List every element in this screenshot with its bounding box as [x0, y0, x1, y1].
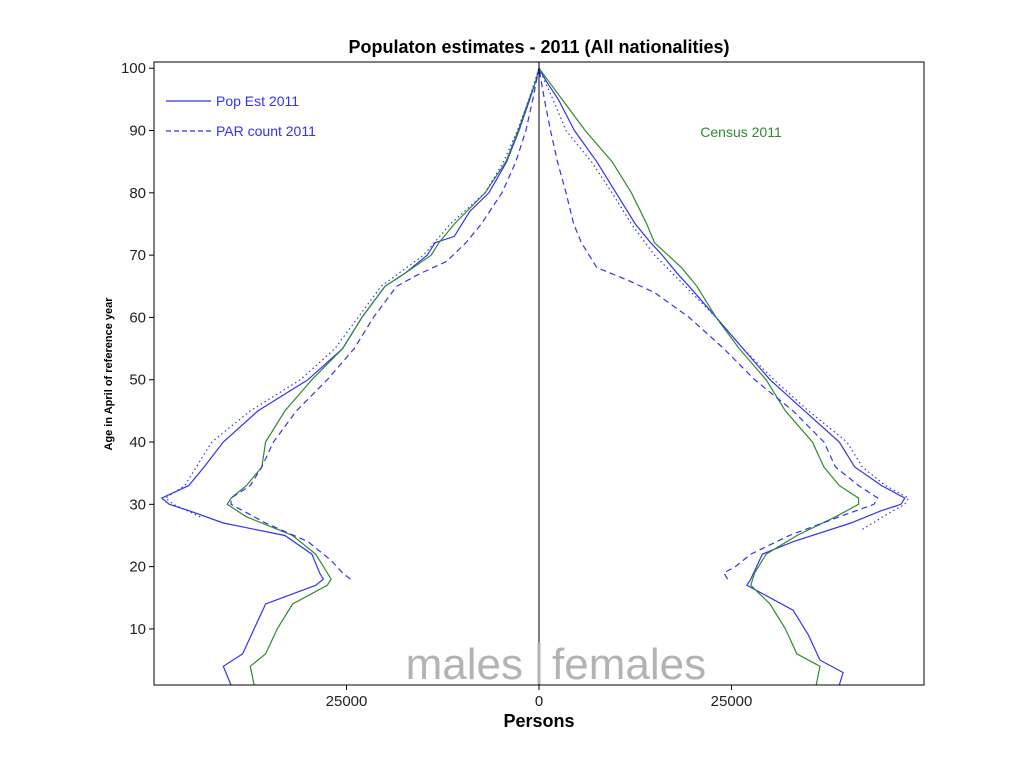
annotations: Census 2011: [700, 124, 782, 140]
watermark-females: females: [552, 640, 706, 689]
series-line-females-7: [538, 67, 910, 530]
y-tick-label: 70: [129, 247, 146, 264]
legend-label: PAR count 2011: [216, 123, 316, 139]
series-line-females-5: [538, 67, 860, 686]
y-axis-title: Age in April of reference year: [103, 297, 115, 451]
watermark-males: males: [406, 640, 523, 689]
y-tick-label: 40: [129, 434, 146, 451]
legend-label: Pop Est 2011: [216, 93, 299, 109]
x-tick-label: 25000: [326, 693, 368, 710]
series-line-females-4: [538, 67, 906, 686]
y-axis-ticks: 10 20 30 40 50 60 70 80 90 100: [121, 60, 154, 638]
y-tick-label: 30: [129, 496, 146, 513]
x-tick-label: 25000: [711, 693, 753, 710]
series-line-males-3: [164, 68, 540, 518]
y-tick-label: 90: [129, 123, 146, 140]
plot-area: [160, 67, 910, 686]
chart-title: Populaton estimates - 2011 (All national…: [348, 37, 729, 57]
series-line-males-1: [226, 68, 540, 686]
x-axis-ticks: 25000 0 25000: [326, 685, 753, 710]
legend: Pop Est 2011 PAR count 2011: [166, 93, 316, 139]
y-tick-label: 60: [129, 309, 146, 326]
x-axis-title: Persons: [503, 711, 574, 731]
y-tick-label: 50: [129, 372, 146, 389]
y-tick-label: 80: [129, 185, 146, 202]
x-tick-label: 0: [535, 693, 543, 710]
series-line-males-2: [230, 68, 540, 580]
y-tick-label: 100: [121, 60, 146, 77]
series-line-males-0: [160, 68, 540, 686]
annotation-label: Census 2011: [700, 124, 782, 140]
y-tick-label: 20: [129, 559, 146, 576]
y-tick-label: 10: [129, 621, 146, 638]
series-line-females-6: [538, 68, 879, 580]
